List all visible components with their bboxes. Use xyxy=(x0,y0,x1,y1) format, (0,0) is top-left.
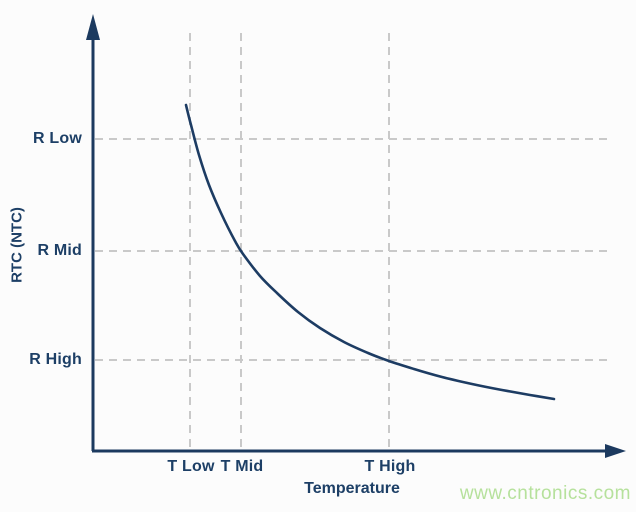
y-axis-title: RTC (NTC) xyxy=(8,207,26,283)
x-tick-label-t-mid: T Mid xyxy=(220,458,264,475)
y-tick-label-r-low: R Low xyxy=(33,130,82,147)
ntc-resistance-curve xyxy=(184,103,556,401)
y-axis-arrowhead xyxy=(86,14,100,40)
x-axis-arrowhead xyxy=(605,444,626,458)
y-tick-label-r-high: R High xyxy=(29,351,82,368)
x-tick-label-t-high: T High xyxy=(364,458,416,475)
x-tick-label-t-low: T Low xyxy=(167,458,215,475)
x-axis-title: Temperature xyxy=(304,480,400,497)
watermark-text: www.cntronics.com xyxy=(459,483,631,504)
y-tick-label-r-mid: R Mid xyxy=(37,242,82,259)
